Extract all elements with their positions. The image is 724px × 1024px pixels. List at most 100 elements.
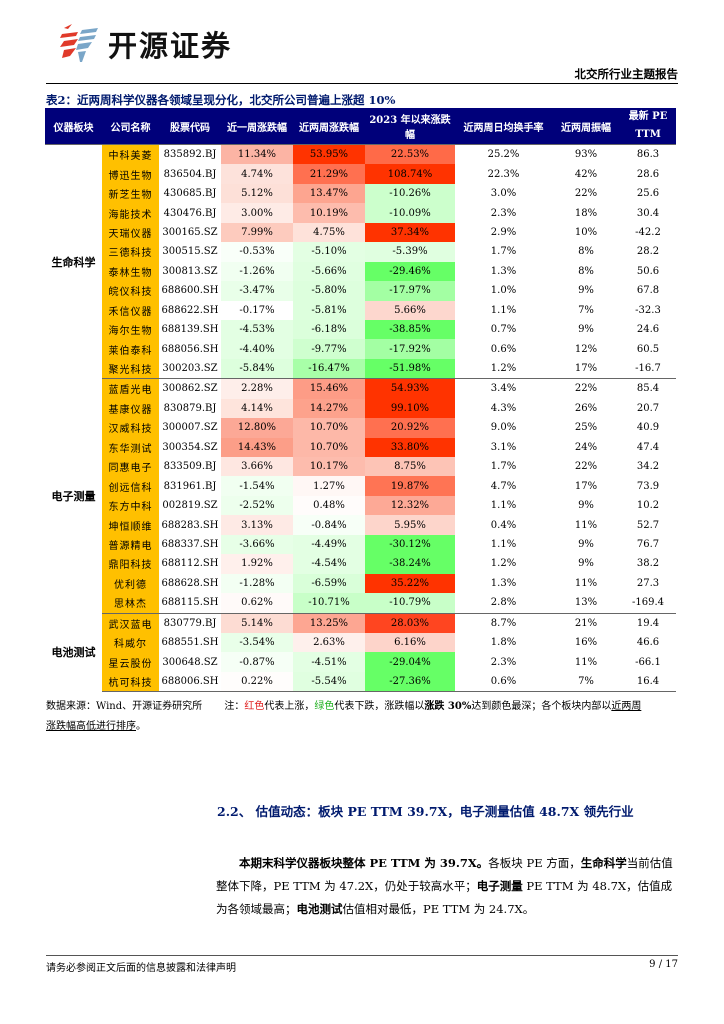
change-1w: 11.34%: [221, 144, 293, 165]
stock-code: 430685.BJ: [163, 188, 217, 200]
turnover-rate: 0.7%: [490, 324, 517, 336]
change-1w: 3.13%: [221, 515, 293, 535]
table-footnote: 数据来源：Wind、开源证券研究所 注：红色代表上涨，绿色代表下跌，涨跌幅以涨跌…: [46, 697, 678, 737]
pe-ttm: -32.3: [635, 304, 661, 316]
change-2w: -5.66%: [293, 261, 365, 282]
section-heading: 2.2、 估值动态：板块 PE TTM 39.7X，电子测量估值 48.7X 领…: [217, 804, 634, 819]
amplitude: 21%: [574, 617, 598, 629]
stock-code: 300203.SZ: [159, 358, 221, 380]
turnover-rate: 0.4%: [490, 519, 517, 531]
turnover-rate: 0.6%: [455, 671, 552, 693]
change-2w: 13.47%: [293, 183, 365, 204]
change-2w: 15.46%: [293, 378, 365, 399]
change-1w: 3.00%: [221, 203, 293, 223]
stock-code: 300515.SZ: [162, 246, 218, 258]
change-ytd: -10.26%: [365, 183, 455, 204]
change-1w: 14.43%: [221, 437, 293, 457]
company-logo: 开源证券: [58, 22, 232, 66]
table-row: 基康仪器 830879.BJ 4.14% 14.27% 99.10% 4.3% 26% 20.…: [45, 398, 676, 419]
logo-text: 开源证券: [108, 29, 233, 63]
col-header-amplitude: 近两周振幅: [552, 108, 620, 145]
stock-code: 833509.BJ: [163, 461, 217, 473]
stock-code: 300007.SZ: [162, 422, 218, 434]
company-name: 海尔生物: [102, 319, 159, 340]
pe-ttm: 46.6: [636, 637, 660, 649]
change-2w: -0.84%: [293, 515, 365, 535]
stock-code: 688139.SH: [161, 324, 219, 336]
change-ytd: 35.22%: [365, 573, 455, 594]
company-name: 中科美菱: [102, 144, 159, 165]
company-name: 同惠电子: [102, 457, 159, 477]
turnover-rate: 1.0%: [490, 285, 517, 297]
change-1w: 1.92%: [221, 554, 293, 574]
change-2w: 53.95%: [293, 144, 365, 165]
amplitude: 9%: [578, 558, 594, 570]
company-name: 科威尔: [102, 632, 159, 653]
table-header-row: 仪器板块 公司名称 股票代码 近一周涨跌幅 近两周涨跌幅 2023 年以来涨跌幅…: [45, 108, 676, 145]
stock-code: 300354.SZ: [162, 441, 218, 453]
pe-ttm: 24.6: [636, 324, 660, 336]
amplitude: 8%: [578, 265, 594, 277]
company-name: 蓝盾光电: [102, 378, 159, 399]
amplitude: 11%: [574, 577, 598, 589]
turnover-rate: 0.6%: [490, 343, 517, 355]
para-text: 当前估值整体下降，PE TTM 为 47.2X，仍处于较高水平；: [216, 856, 673, 893]
change-1w: -5.84%: [221, 358, 293, 380]
change-1w: 2.28%: [221, 378, 293, 399]
change-ytd: 5.95%: [365, 515, 455, 535]
change-1w: 12.80%: [221, 418, 293, 438]
change-2w: -10.71%: [293, 593, 365, 614]
change-ytd: -29.04%: [365, 652, 455, 672]
company-name: 鼎阳科技: [102, 554, 159, 574]
turnover-rate: 1.2%: [455, 358, 552, 380]
amplitude: 42%: [574, 168, 598, 180]
company-name: 三德科技: [102, 242, 159, 262]
table-row: 电池测试 武汉蓝电 830779.BJ 5.14% 13.25% 28.03% 8.7% 21…: [45, 613, 676, 692]
change-2w: -5.80%: [293, 281, 365, 301]
note-text: 达到颜色最深；各个板块内部以: [471, 701, 612, 712]
table-row: 同惠电子 833509.BJ 3.66% 10.17% 8.75% 1.7% 22% 34.2: [45, 457, 676, 477]
change-1w: -3.54%: [221, 632, 293, 653]
stock-code: 688622.SH: [161, 304, 219, 316]
pe-ttm: -42.2: [635, 226, 661, 238]
amplitude: 9%: [578, 500, 594, 512]
turnover-rate: 3.4%: [490, 383, 517, 395]
col-header-pe: 最新 PE TTM: [620, 108, 676, 145]
change-ytd: 108.74%: [365, 164, 455, 184]
pe-ttm: -169.4: [620, 593, 676, 614]
pe-ttm: 30.4: [636, 207, 660, 219]
table-title: 表2：近两周科学仪器各领域呈现分化，北交所公司普遍上涨超 10%: [46, 93, 396, 107]
para-bold: 电子测量: [476, 879, 523, 893]
change-2w: -4.49%: [293, 534, 365, 555]
table-row: 杭可科技 688006.SH 0.22% -5.54% -27.36% 0.6% 7% 16.…: [45, 671, 676, 693]
change-ytd: -17.97%: [365, 281, 455, 301]
company-name: 武汉蓝电: [102, 613, 159, 633]
pe-ttm: 60.5: [636, 343, 660, 355]
note-prefix: 注：: [224, 701, 245, 712]
para-bold: 本期末科学仪器板块整体 PE TTM 为 39.7X。: [239, 856, 489, 870]
pe-ttm: 28.2: [636, 246, 660, 258]
change-ytd: 6.16%: [365, 632, 455, 653]
change-1w: -3.47%: [221, 281, 293, 301]
table-row: 泰林生物 300813.SZ -1.26% -5.66% -29.46% 1.3% 8% 50…: [45, 261, 676, 282]
turnover-rate: 8.7%: [490, 617, 517, 629]
company-name: 东方中科: [102, 495, 159, 516]
report-type-label: 北交所行业主题报告: [574, 67, 679, 81]
turnover-rate: 4.7%: [490, 480, 517, 492]
stock-code: 300165.SZ: [162, 226, 218, 238]
pe-ttm: 86.3: [636, 149, 660, 161]
change-ytd: 99.10%: [365, 398, 455, 419]
col-header-1w-change: 近一周涨跌幅: [221, 108, 293, 145]
company-name: 东华测试: [102, 437, 159, 457]
stock-code: 688551.SH: [161, 637, 219, 649]
turnover-rate: 2.3%: [490, 656, 517, 668]
change-1w: -3.66%: [221, 534, 293, 555]
red-legend: 红色: [244, 701, 265, 712]
company-name: 天瑞仪器: [102, 222, 159, 243]
stock-code: 688112.SH: [161, 558, 219, 570]
col-header-company: 公司名称: [102, 108, 159, 145]
company-name: 泰林生物: [102, 261, 159, 282]
turnover-rate: 3.0%: [490, 188, 517, 200]
company-name: 聚光科技: [102, 358, 159, 380]
amplitude: 13%: [552, 593, 620, 614]
